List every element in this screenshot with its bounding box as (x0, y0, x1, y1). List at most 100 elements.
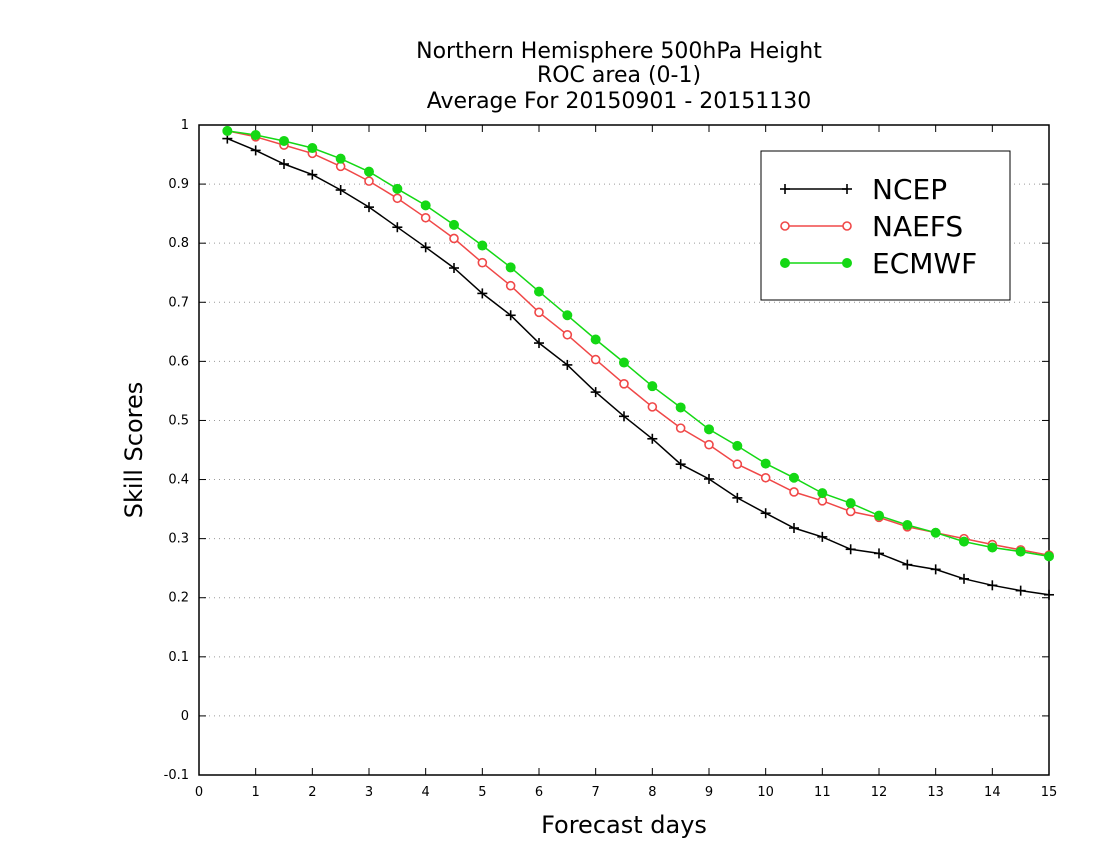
data-point-ncep (449, 263, 459, 273)
data-point-ncep (789, 523, 799, 533)
x-tick-label: 8 (648, 785, 656, 800)
legend-label-ecmwf: ECMWF (872, 247, 977, 280)
x-tick-label: 7 (592, 785, 600, 800)
data-point-ecmwf (732, 440, 743, 451)
data-point-ecmwf (562, 310, 573, 321)
y-axis-label: Skill Scores (120, 382, 148, 519)
y-axis-ticks: -0.1 0 0.1 0.2 0.3 0.4 0.5 0.6 0.7 0.8 0.9 1 (164, 118, 1049, 783)
x-tick-label: 14 (984, 785, 1001, 800)
data-point-ncep (987, 580, 998, 591)
plot-frame (198, 124, 1050, 776)
data-point-ecmwf (420, 200, 431, 211)
y-tick-label: 0.9 (168, 177, 189, 192)
data-point-ecmwf (987, 542, 998, 553)
data-point-ecmwf (930, 527, 941, 538)
legend: NCEP NAEFS ECMWF (760, 150, 1011, 301)
legend-entry-ecmwf: ECMWF (780, 247, 977, 280)
y-tick-label: 0.4 (168, 473, 189, 488)
data-point-ncep (845, 544, 856, 555)
data-point-ncep (307, 169, 318, 180)
data-point-ncep (420, 242, 431, 253)
data-point-ncep (817, 531, 828, 542)
legend-marker-ecmwf (780, 258, 790, 268)
data-point-ncep (1015, 585, 1026, 596)
legend-marker-ecmwf (842, 258, 852, 268)
data-point-ncep (505, 310, 516, 321)
x-axis-ticks: 0 1 2 3 4 5 6 7 8 9 10 11 12 13 14 15 (195, 125, 1057, 800)
legend-marker-ncep (780, 184, 790, 194)
data-point-ecmwf (335, 153, 346, 164)
x-tick-label: 4 (422, 785, 430, 800)
data-point-ncep (619, 411, 629, 422)
data-point-ecmwf (1044, 551, 1054, 562)
legend-label-naefs: NAEFS (872, 210, 963, 243)
title-line-2: ROC area (0-1) (537, 63, 701, 88)
data-point-ncep (704, 473, 714, 484)
data-point-ncep (732, 492, 743, 503)
data-point-ecmwf (959, 536, 969, 547)
y-tick-label: 0.5 (168, 413, 189, 428)
series-ecmwf (222, 125, 1054, 562)
legend-marker-naefs (780, 221, 790, 231)
data-point-ecmwf (845, 498, 856, 509)
data-point-ecmwf (392, 183, 403, 194)
data-point-naefs (505, 280, 516, 291)
x-tick-label: 2 (308, 785, 316, 800)
data-point-ncep (647, 433, 658, 444)
x-tick-label: 9 (705, 785, 713, 800)
x-tick-label: 10 (757, 785, 774, 800)
data-point-ecmwf (1015, 546, 1026, 557)
data-point-naefs (392, 193, 403, 204)
y-tick-label: 0.8 (168, 236, 189, 251)
y-tick-label: 0.1 (168, 650, 189, 665)
data-point-naefs (364, 176, 374, 186)
legend-marker-ncep (842, 184, 852, 194)
data-point-ecmwf (675, 402, 686, 413)
data-point-ncep (279, 159, 289, 169)
x-tick-label: 1 (252, 785, 260, 800)
x-tick-label: 13 (927, 785, 944, 800)
x-tick-label: 0 (195, 785, 203, 800)
data-point-ncep (250, 145, 261, 156)
data-point-ecmwf (279, 135, 289, 146)
y-tick-label: 0 (181, 709, 189, 724)
data-point-naefs (760, 472, 771, 483)
title-line-1: Northern Hemisphere 500hPa Height (416, 39, 822, 64)
data-point-ecmwf (364, 166, 374, 177)
data-point-ncep (562, 359, 573, 370)
data-point-ecmwf (505, 262, 516, 273)
x-tick-label: 12 (871, 785, 888, 800)
data-point-ncep (930, 564, 941, 575)
x-axis-label: Forecast days (541, 811, 707, 839)
y-tick-label: 0.6 (168, 354, 189, 369)
data-point-ncep (590, 387, 601, 398)
data-point-naefs (732, 459, 743, 469)
series-layer (222, 125, 1054, 600)
data-point-ncep (874, 548, 884, 559)
y-tick-label: 0.7 (168, 295, 189, 310)
x-tick-label: 6 (535, 785, 543, 800)
data-point-ecmwf (534, 286, 544, 297)
x-tick-label: 5 (478, 785, 486, 800)
legend-entry-naefs: NAEFS (780, 210, 963, 243)
data-point-ecmwf (760, 458, 771, 469)
data-point-ecmwf (874, 510, 884, 521)
data-point-ecmwf (222, 125, 233, 136)
data-point-ncep (477, 288, 488, 299)
chart-title: Northern Hemisphere 500hPa Height ROC ar… (416, 39, 822, 114)
data-point-naefs (449, 233, 459, 244)
data-point-ncep (392, 222, 403, 233)
x-tick-label: 11 (814, 785, 831, 800)
data-point-naefs (647, 402, 658, 412)
legend-label-ncep: NCEP (872, 173, 947, 206)
data-point-ncep (534, 338, 544, 349)
legend-box (760, 150, 1011, 301)
series-ncep (222, 133, 1054, 600)
data-point-ecmwf (477, 240, 488, 251)
x-tick-label: 15 (1041, 785, 1058, 800)
data-point-ncep (1044, 589, 1054, 600)
y-tick-label: 1 (181, 118, 189, 133)
data-point-ecmwf (789, 472, 799, 483)
